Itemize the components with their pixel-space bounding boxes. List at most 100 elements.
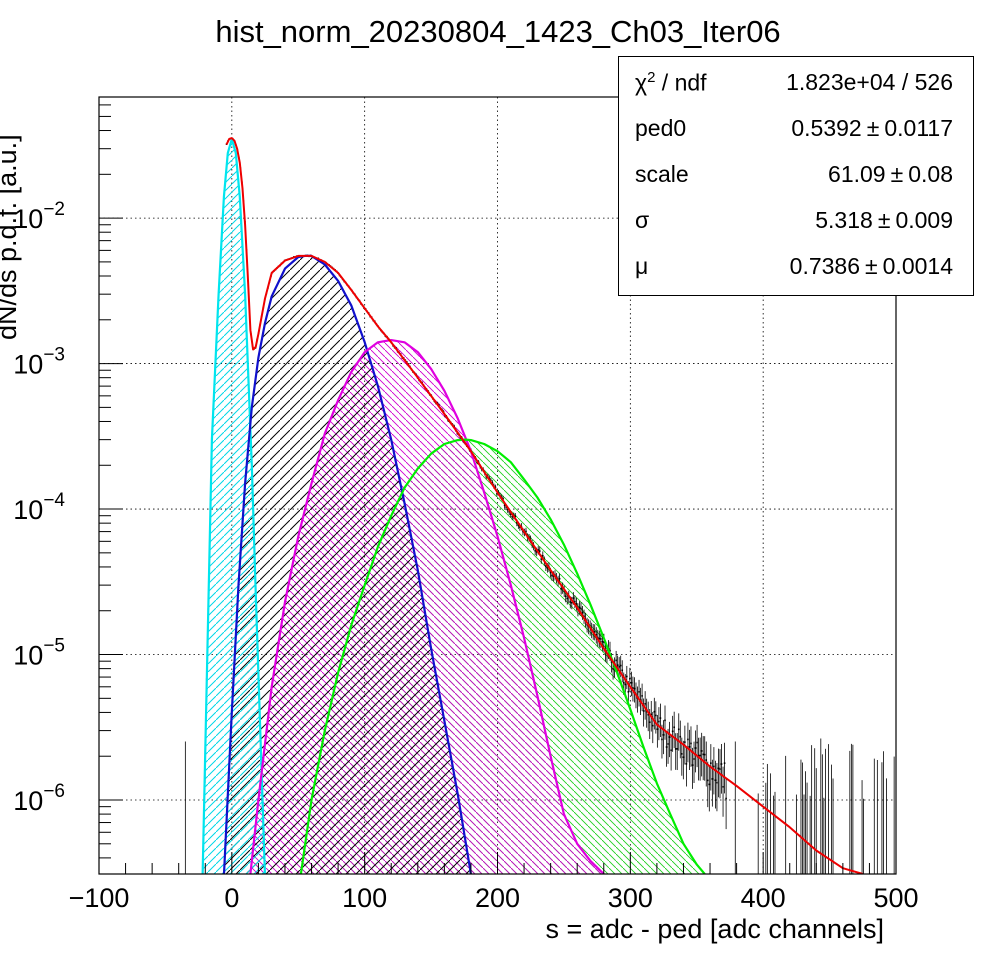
data-point bbox=[717, 767, 720, 770]
data-point bbox=[651, 724, 654, 727]
stats-value: 5.318 ±0.009 bbox=[815, 207, 953, 233]
data-point bbox=[578, 606, 581, 609]
y-tick-label: 10−4 bbox=[13, 490, 65, 525]
data-point bbox=[540, 558, 543, 560]
stats-row: ped0 0.5392 ±0.0117 bbox=[619, 105, 973, 151]
data-point bbox=[505, 506, 507, 508]
fit-curve-total-fit bbox=[225, 137, 864, 874]
data-point bbox=[537, 549, 540, 551]
stats-row: μ 0.7386 ±0.0014 bbox=[619, 243, 973, 289]
component-fill-1-p-e- bbox=[224, 255, 471, 874]
data-point bbox=[642, 710, 645, 712]
data-point bbox=[703, 753, 706, 756]
data-point bbox=[541, 554, 544, 557]
stats-label: ped0 bbox=[635, 115, 687, 141]
data-point bbox=[549, 571, 552, 574]
data-point bbox=[622, 681, 625, 684]
data-point bbox=[644, 703, 646, 705]
data-point bbox=[691, 764, 694, 766]
data-point bbox=[668, 736, 671, 738]
data-point bbox=[574, 600, 576, 603]
data-point bbox=[696, 741, 698, 744]
stats-row: χ2 / ndf 1.823e+04 / 526 bbox=[619, 59, 973, 105]
stats-row: scale 61.09 ±0.08 bbox=[619, 151, 973, 197]
data-point bbox=[697, 754, 700, 757]
data-point bbox=[716, 781, 718, 784]
data-point bbox=[600, 638, 602, 640]
data-point bbox=[558, 577, 561, 580]
x-tick-label: 300 bbox=[608, 883, 653, 913]
y-axis-label: dN/ds p.d.f. [a.u.] bbox=[0, 134, 22, 340]
data-point bbox=[595, 634, 598, 636]
x-tick-labels: −100 0 100 200 300 400 500 bbox=[69, 883, 919, 913]
data-point bbox=[525, 530, 527, 533]
data-point bbox=[725, 797, 727, 800]
data-point bbox=[690, 742, 692, 745]
stats-row: σ 5.318 ±0.009 bbox=[619, 197, 973, 243]
data-point bbox=[694, 747, 697, 749]
data-point bbox=[624, 683, 627, 686]
data-point bbox=[601, 640, 604, 643]
component-fills bbox=[202, 139, 705, 874]
data-point bbox=[638, 691, 640, 693]
data-point bbox=[720, 763, 723, 765]
stats-value: 61.09 ±0.08 bbox=[828, 161, 953, 187]
data-point bbox=[633, 687, 636, 690]
data-point bbox=[511, 516, 514, 518]
x-tick-label: 500 bbox=[873, 883, 918, 913]
data-point bbox=[711, 778, 714, 780]
x-tick-label: −100 bbox=[69, 883, 130, 913]
data-point bbox=[598, 637, 601, 640]
stats-label: χ2 / ndf bbox=[635, 69, 707, 96]
data-point bbox=[514, 515, 517, 518]
data-point bbox=[661, 738, 663, 741]
axis-ticks bbox=[98, 104, 897, 874]
data-point bbox=[612, 668, 614, 670]
data-point bbox=[619, 664, 622, 667]
data-point bbox=[564, 595, 567, 598]
data-point bbox=[648, 721, 651, 724]
data-point bbox=[569, 601, 572, 603]
data-point bbox=[629, 677, 631, 680]
data-point bbox=[494, 486, 497, 489]
data-point bbox=[693, 758, 695, 760]
data-point bbox=[603, 641, 605, 643]
data-point bbox=[687, 738, 689, 741]
data-point bbox=[593, 631, 596, 633]
data-point bbox=[713, 765, 715, 768]
data-point bbox=[723, 762, 726, 764]
data-point bbox=[658, 720, 660, 723]
data-point bbox=[702, 753, 704, 756]
data-point bbox=[508, 510, 510, 513]
data-point bbox=[650, 713, 653, 716]
data-point bbox=[610, 661, 613, 663]
data-point bbox=[580, 607, 582, 610]
data-point bbox=[551, 574, 553, 577]
data-point bbox=[673, 726, 675, 729]
data-point bbox=[506, 508, 509, 511]
data-point bbox=[503, 504, 506, 507]
data-point bbox=[546, 566, 549, 569]
y-tick-labels: 10−6 10−5 10−4 10−3 10−2 bbox=[13, 199, 65, 816]
fit-curve-pedestal bbox=[201, 137, 267, 874]
stats-label: scale bbox=[635, 161, 689, 187]
data-point bbox=[655, 714, 657, 717]
data-point bbox=[688, 746, 691, 748]
data-point bbox=[664, 719, 666, 722]
x-tick-label: 100 bbox=[342, 883, 387, 913]
y-tick-label: 10−3 bbox=[13, 345, 65, 380]
data-point bbox=[566, 597, 569, 600]
data-point bbox=[609, 649, 611, 652]
data-point bbox=[545, 565, 547, 567]
data-point bbox=[616, 664, 619, 666]
data-point bbox=[496, 493, 498, 495]
stats-value: 1.823e+04 / 526 bbox=[786, 69, 953, 95]
data-point bbox=[626, 675, 628, 678]
y-tick-label: 10−5 bbox=[13, 636, 65, 671]
data-point bbox=[676, 748, 679, 750]
data-point bbox=[653, 710, 656, 713]
data-point bbox=[571, 601, 573, 604]
data-point bbox=[706, 779, 709, 782]
data-point bbox=[665, 746, 668, 748]
